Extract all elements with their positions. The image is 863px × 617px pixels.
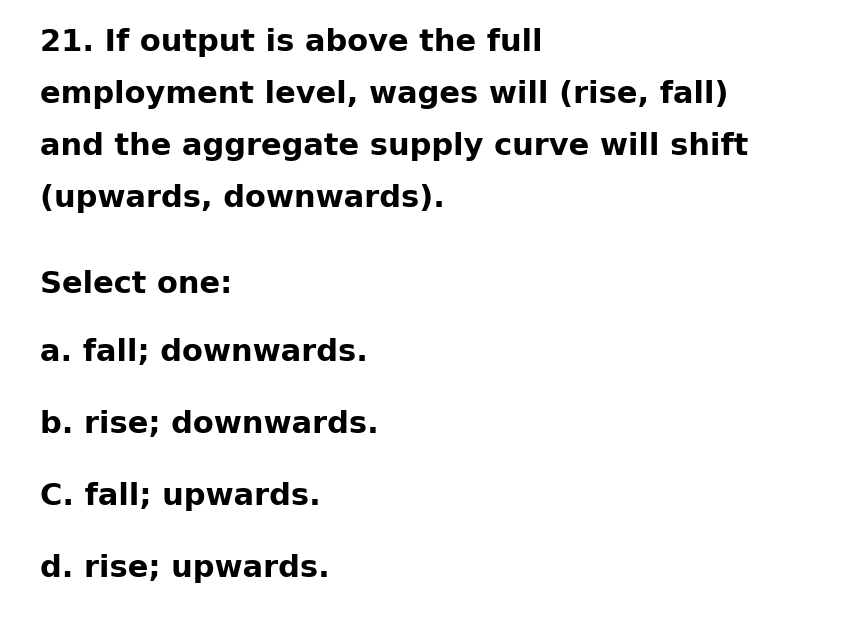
- Text: employment level, wages will (rise, fall): employment level, wages will (rise, fall…: [40, 80, 728, 109]
- Text: a. fall; downwards.: a. fall; downwards.: [40, 338, 368, 367]
- Text: Select one:: Select one:: [40, 270, 232, 299]
- Text: (upwards, downwards).: (upwards, downwards).: [40, 184, 444, 213]
- Text: 21. If output is above the full: 21. If output is above the full: [40, 28, 543, 57]
- Text: b. rise; downwards.: b. rise; downwards.: [40, 410, 379, 439]
- Text: C. fall; upwards.: C. fall; upwards.: [40, 482, 321, 511]
- Text: d. rise; upwards.: d. rise; upwards.: [40, 554, 330, 583]
- Text: and the aggregate supply curve will shift: and the aggregate supply curve will shif…: [40, 132, 748, 161]
